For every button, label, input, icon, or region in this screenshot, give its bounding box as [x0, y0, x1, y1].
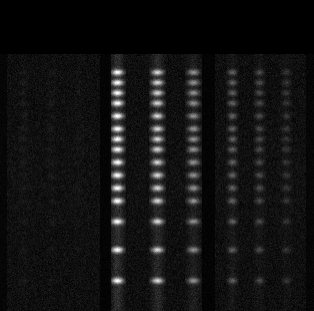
Text: 4:: 4: [19, 33, 30, 43]
Text: Cy2: Cy2 [39, 7, 66, 21]
Text: 2:: 2: [152, 33, 162, 43]
Text: 2:: 2: [47, 33, 58, 43]
Text: 2:: 2: [256, 33, 267, 43]
Text: 4:: 4: [228, 33, 238, 43]
Text: 1: 1 [78, 33, 84, 43]
Text: 1: 1 [182, 33, 189, 43]
Text: Cy3: Cy3 [248, 7, 275, 21]
Text: 4:: 4: [123, 33, 134, 43]
Text: 1: 1 [286, 33, 293, 43]
Text: Cy5: Cy5 [143, 7, 171, 21]
